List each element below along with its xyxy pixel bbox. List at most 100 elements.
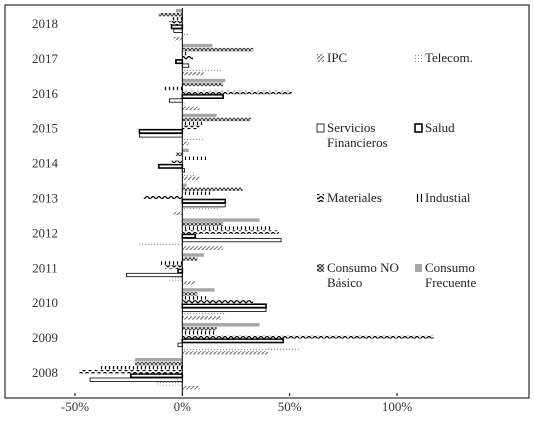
bar (182, 141, 189, 146)
bar (182, 172, 196, 176)
y-tick-label: 2014 (32, 156, 59, 171)
bar (170, 24, 184, 30)
bar (89, 377, 183, 382)
bar (169, 21, 183, 25)
bar (181, 203, 226, 208)
legend-swatch (414, 123, 423, 133)
legend-label: Consumo NO Básico (327, 260, 399, 290)
bar (165, 265, 183, 269)
bar (130, 373, 184, 379)
bar (157, 163, 184, 169)
bar (182, 113, 217, 118)
legend-label: IPC (327, 50, 348, 65)
bar (182, 347, 301, 351)
legend-label: Telecom. (425, 50, 473, 65)
bar (182, 90, 292, 95)
x-tick-label: 0% (174, 399, 192, 414)
x-tick-label: 100% (382, 399, 413, 414)
bar (182, 47, 254, 52)
bar (181, 198, 227, 204)
bar (182, 33, 189, 37)
bar (182, 121, 204, 126)
bar (182, 327, 217, 331)
bar (182, 253, 204, 257)
legend-label: Consumo Frecuente (425, 260, 477, 290)
bar (182, 218, 260, 222)
bar (182, 106, 200, 111)
bar (79, 370, 183, 374)
bar (163, 86, 183, 91)
bar (182, 137, 204, 142)
y-tick-label: 2016 (32, 86, 59, 101)
bar (169, 98, 183, 103)
bar (182, 156, 206, 160)
bar (182, 78, 226, 83)
bar (175, 152, 183, 156)
bar (182, 230, 279, 234)
legend-label: Industial (425, 190, 471, 205)
bar (182, 183, 187, 187)
bar (182, 43, 213, 48)
y-tick-label: 2017 (32, 51, 59, 66)
bar (126, 272, 183, 278)
bar (182, 71, 204, 76)
legend-swatch (316, 123, 325, 133)
bar (182, 281, 196, 285)
bar (182, 246, 224, 250)
bar (100, 366, 183, 370)
bar (182, 312, 226, 316)
legend-label: Servicios Financieros (327, 120, 388, 150)
bar (181, 237, 282, 243)
bar (182, 187, 243, 191)
bar (182, 316, 221, 320)
bar (135, 358, 183, 362)
bar (182, 323, 260, 327)
legend-swatch (317, 194, 324, 202)
bar (138, 133, 183, 138)
bar (171, 17, 183, 21)
bar (135, 362, 183, 366)
legend-swatch (317, 264, 324, 272)
bar (181, 94, 224, 100)
bar (182, 102, 185, 107)
bar (182, 207, 219, 211)
y-tick-label: 2012 (32, 225, 58, 240)
bar (173, 28, 183, 33)
bar (182, 226, 273, 230)
bar (175, 59, 184, 65)
legend-swatch (317, 54, 324, 62)
bar (138, 128, 184, 134)
legend-swatch (415, 194, 422, 202)
bar (182, 292, 198, 296)
bar (175, 9, 183, 13)
bar (182, 331, 217, 335)
bar (173, 211, 183, 215)
bar (182, 176, 200, 180)
bar (182, 351, 269, 355)
bar (182, 386, 200, 390)
y-tick-label: 2013 (32, 190, 58, 205)
bar (177, 268, 184, 274)
bar (181, 307, 267, 313)
bar (182, 296, 209, 300)
bar (169, 277, 183, 281)
bar (156, 382, 183, 386)
bar (143, 195, 183, 199)
y-tick-label: 2009 (32, 330, 58, 345)
bar (182, 222, 224, 226)
x-tick-label: -50% (61, 399, 89, 414)
bar (181, 338, 285, 344)
y-tick-label: 2008 (32, 365, 58, 380)
y-tick-label: 2011 (32, 260, 58, 275)
y-tick-label: 2018 (32, 16, 58, 31)
bar (182, 288, 215, 292)
bar (182, 257, 198, 261)
bar (181, 303, 267, 309)
y-tick-label: 2015 (32, 121, 58, 136)
bar (182, 67, 221, 72)
bar (181, 233, 197, 239)
bar (177, 342, 183, 347)
legend-swatch (415, 264, 422, 272)
